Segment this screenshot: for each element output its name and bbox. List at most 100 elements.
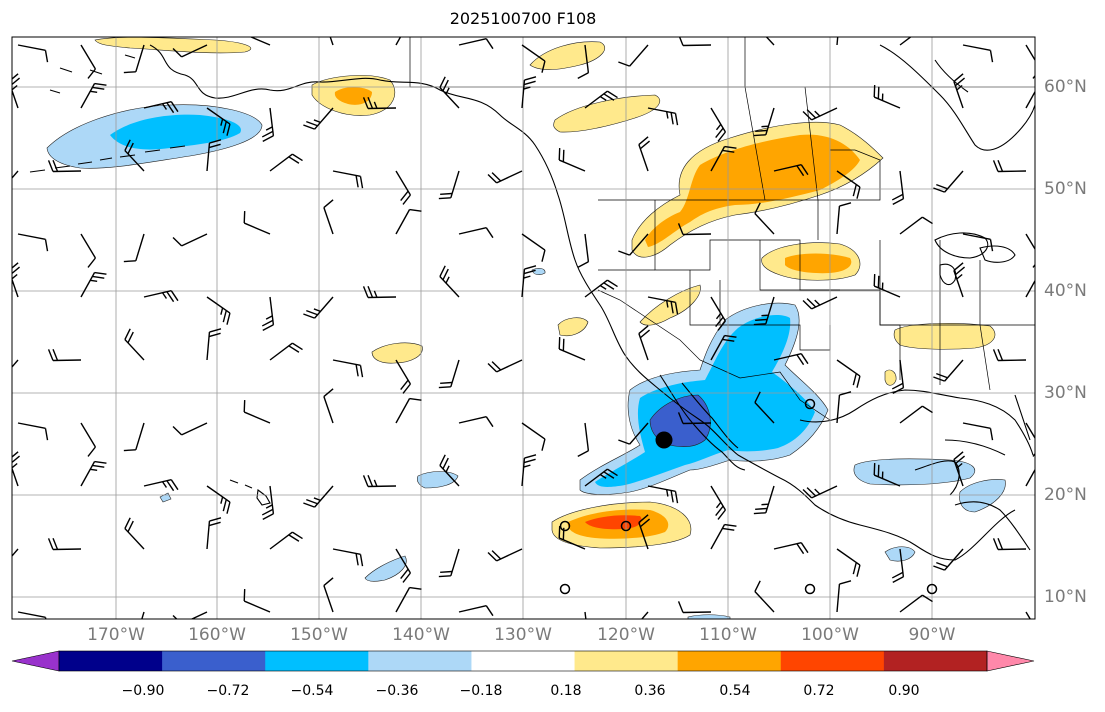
tropical-red-area [585, 515, 642, 530]
wind-barb-feather [491, 361, 502, 371]
wind-barb-shaft [17, 422, 46, 430]
wind-barb-feather [997, 538, 1004, 550]
wind-barb-shaft [811, 107, 838, 121]
wind-barb-feather [87, 257, 96, 268]
wind-barb-feather [754, 580, 761, 592]
wind-barb-shaft [181, 44, 208, 58]
wind-barb-feather [442, 457, 449, 470]
wind-barb-feather [291, 153, 303, 162]
wind-barb-feather [989, 50, 994, 63]
wind-barb-shaft [181, 233, 208, 247]
wind-barb-feather [124, 328, 131, 340]
alaska-blue-area [110, 114, 241, 150]
colorbar-tick-label: −0.36 [375, 683, 419, 699]
wind-barb-feather [541, 438, 546, 451]
wind-barb-feather [953, 451, 964, 461]
wind-barb-feather [485, 227, 494, 239]
wind-barb-feather [0, 563, 3, 567]
wind-barb-shaft [243, 600, 271, 613]
wind-barb-shaft [754, 402, 775, 424]
wind-barb-shaft [584, 279, 608, 298]
wind-barb-feather [678, 37, 684, 46]
wind-barb-shaft [521, 422, 546, 440]
wind-barb-shaft [521, 458, 526, 487]
wind-barb-shaft [962, 422, 991, 430]
wind-barb-shaft [873, 96, 901, 109]
wind-barb-feather [674, 302, 679, 315]
wind-barb-feather [127, 520, 134, 533]
wind-barb-shaft [206, 332, 211, 361]
wind-barb-shaft [395, 209, 411, 235]
lon-label: 170°W [87, 625, 145, 645]
wind-barb-shaft [873, 285, 901, 298]
wind-barb-feather [933, 187, 945, 193]
wind-barb-feather [359, 365, 364, 378]
colorbar-segment [368, 651, 472, 671]
wind-barb-shaft [836, 170, 861, 188]
wind-barb-feather [1040, 273, 1052, 275]
lat-label: 50°N [1044, 179, 1087, 199]
wind-barb-feather [92, 86, 105, 90]
lon-label: 110°W [699, 625, 757, 645]
wind-barb-feather [754, 202, 761, 214]
wind-barb-shaft [206, 107, 231, 125]
wind-barb-feather [44, 428, 49, 441]
wind-barb-shaft [962, 44, 991, 52]
wind-barb-feather [303, 124, 315, 130]
wind-barb-feather [440, 381, 453, 384]
wind-barb-feather [814, 299, 821, 306]
wind-barb-shaft [836, 584, 841, 613]
wind-barb-feather [265, 315, 273, 320]
wind-barb-feather [208, 332, 221, 338]
wind-barb-feather [715, 123, 722, 131]
wind-barb-feather [222, 499, 227, 512]
wind-barb-feather [123, 260, 136, 263]
wind-barb-shaft [765, 485, 775, 513]
lat-label: 30°N [1044, 383, 1087, 403]
wind-barb-feather [491, 550, 502, 560]
wind-barb-shaft [12, 466, 19, 487]
wind-barb-feather [208, 143, 221, 149]
wind-barb-feather [220, 496, 224, 504]
wind-barb-feather [127, 142, 134, 155]
wind-barb-feather [1040, 462, 1052, 464]
wind-barb-feather [445, 87, 450, 95]
wind-barb-feather [222, 310, 227, 323]
wind-barb-feather [715, 312, 722, 320]
wind-barb-feather [754, 391, 761, 403]
wind-barb-feather [12, 462, 18, 469]
mexico-blue-area [595, 315, 815, 487]
wind-barb-feather [922, 28, 932, 34]
wind-barb-feather [954, 266, 966, 276]
wind-barb-feather [445, 276, 450, 284]
wind-barb-feather [1032, 263, 1035, 268]
wind-barb-feather [523, 269, 536, 275]
wind-barb-feather [288, 156, 300, 164]
wind-barb-feather [755, 507, 768, 510]
wind-barb-feather [12, 266, 21, 275]
wind-barb-shaft [873, 474, 901, 487]
wind-barb-feather [724, 145, 737, 149]
wind-barb-feather [1035, 280, 1042, 281]
wind-barb-shaft [439, 465, 460, 487]
wind-barb-feather [485, 605, 494, 617]
wind-barb-feather [265, 504, 273, 509]
wind-barb-feather [485, 416, 494, 428]
wind-barb-shaft [629, 422, 649, 445]
wind-barb-feather [123, 449, 136, 452]
wind-barb-feather [677, 601, 684, 613]
wind-barb-shaft [962, 233, 991, 241]
wind-barb-feather [12, 451, 19, 458]
wind-barb-feather [933, 565, 945, 571]
wind-barb-shaft [558, 159, 586, 172]
wind-barb-shaft [521, 44, 546, 62]
colorbar-segment [574, 651, 679, 671]
wind-barb-shaft [710, 335, 726, 361]
wind-barb-shaft [899, 359, 905, 388]
wind-barb-shaft [1025, 279, 1035, 298]
wind-barb-shaft [521, 80, 526, 109]
wind-barb-feather [755, 318, 768, 321]
wind-barb-feather [209, 517, 222, 522]
colorbar-tick-label: −0.90 [121, 683, 165, 699]
wind-barb-shaft [332, 170, 361, 178]
